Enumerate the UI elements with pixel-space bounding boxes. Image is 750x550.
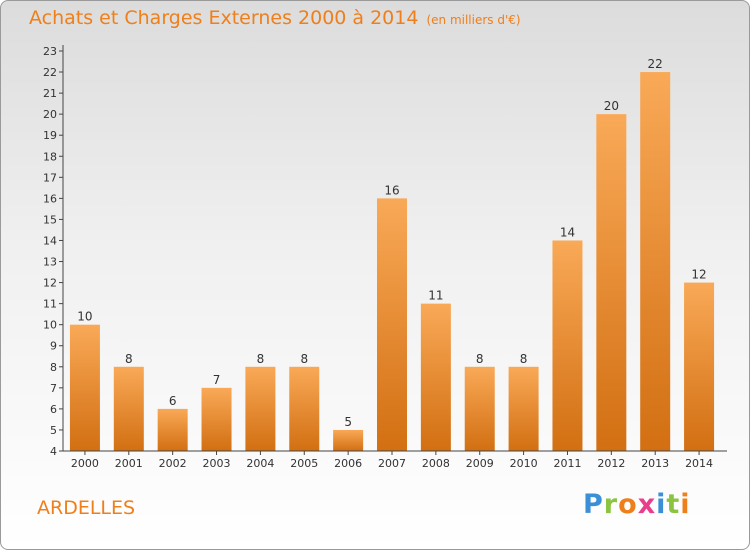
x-tick-label-2013: 2013 [641, 457, 669, 470]
logo-letter-5: t [666, 489, 681, 520]
y-tick-label: 14 [43, 234, 57, 247]
y-tick-label: 7 [50, 382, 57, 395]
value-label-2002: 6 [169, 394, 177, 408]
x-tick-label-2000: 2000 [71, 457, 99, 470]
logo-letter-0: P [583, 489, 604, 520]
y-tick-label: 9 [50, 340, 57, 353]
place-name: ARDELLES [37, 497, 136, 519]
x-tick-label-2010: 2010 [510, 457, 538, 470]
value-label-2014: 12 [691, 268, 706, 282]
y-axis: 4 5 6 7 8 9 10 11 12 13 14 15 16 17 18 19 20 21 22 23 [43, 45, 64, 458]
x-axis: 2000 2001 2002 2003 2004 2005 2006 2007 2008 2009… [63, 450, 727, 470]
value-label-2010: 8 [520, 352, 528, 366]
value-label-2006: 5 [344, 415, 352, 429]
x-tick-label-2007: 2007 [378, 457, 406, 470]
y-tick-label: 13 [43, 256, 57, 269]
y-tick-label: 23 [43, 45, 57, 58]
chart-title: Achats et Charges Externes 2000 à 2014 [29, 7, 419, 29]
bar-2008 [420, 303, 451, 451]
bar-2005 [289, 366, 320, 451]
x-tick-label-2009: 2009 [466, 457, 494, 470]
value-label-2000: 10 [77, 310, 92, 324]
x-tick-label-2001: 2001 [115, 457, 143, 470]
y-tick-label: 16 [43, 192, 57, 205]
bar-2013 [640, 72, 671, 451]
y-tick-label: 18 [43, 150, 57, 163]
bar-2012 [596, 114, 627, 451]
logo-letter-1: r [603, 489, 619, 520]
bar-2011 [552, 240, 583, 451]
x-tick-label-2004: 2004 [246, 457, 274, 470]
bar-2000 [69, 324, 100, 451]
logo-letter-4: i [656, 489, 667, 520]
y-tick-label: 4 [50, 445, 57, 458]
x-tick-label-2003: 2003 [203, 457, 231, 470]
logo-letter-6: i [680, 489, 691, 520]
y-tick-label: 15 [43, 213, 57, 226]
y-tick-label: 21 [43, 87, 57, 100]
x-tick-label-2002: 2002 [159, 457, 187, 470]
value-label-2003: 7 [213, 373, 221, 387]
bar-2003 [201, 387, 232, 451]
x-tick-label-2008: 2008 [422, 457, 450, 470]
bar-2009 [464, 366, 495, 451]
y-tick-label: 20 [43, 108, 57, 121]
y-tick-label: 11 [43, 298, 57, 311]
chart-subtitle: (en milliers d'€) [426, 13, 521, 27]
value-label-2012: 20 [604, 99, 619, 113]
proxiti-logo[interactable]: Proxiti [583, 489, 691, 520]
x-tick-label-2005: 2005 [290, 457, 318, 470]
bars-group: 10 8 6 7 8 8 5 16 11 8 8 14 20 22 12 [69, 57, 715, 451]
logo-letter-2: o [618, 489, 638, 520]
x-tick-label-2012: 2012 [597, 457, 625, 470]
x-tick-label-2006: 2006 [334, 457, 362, 470]
y-tick-label: 10 [43, 319, 57, 332]
bar-2014 [684, 282, 715, 451]
value-label-2004: 8 [257, 352, 265, 366]
value-label-2008: 11 [428, 289, 443, 303]
value-label-2001: 8 [125, 352, 133, 366]
x-tick-label-2011: 2011 [553, 457, 581, 470]
bar-2007 [377, 198, 407, 451]
bar-2010 [508, 366, 539, 451]
value-label-2011: 14 [560, 225, 575, 239]
y-tick-label: 8 [50, 361, 57, 374]
y-tick-label: 5 [50, 424, 57, 437]
y-tick-label: 12 [43, 277, 57, 290]
y-tick-label: 19 [43, 129, 57, 142]
logo-letter-3: x [637, 489, 657, 520]
bar-2004 [245, 366, 276, 451]
y-tick-label: 17 [43, 171, 57, 184]
value-label-2005: 8 [300, 352, 308, 366]
y-tick-label: 22 [43, 66, 57, 79]
bar-2001 [113, 366, 144, 451]
y-tick-label: 6 [50, 403, 57, 416]
bar-2002 [157, 408, 188, 451]
bar-2006 [333, 429, 364, 451]
value-label-2013: 22 [648, 57, 663, 71]
value-label-2009: 8 [476, 352, 484, 366]
x-tick-label-2014: 2014 [685, 457, 713, 470]
chart-title-line: Achats et Charges Externes 2000 à 2014 (e… [29, 7, 521, 29]
value-label-2007: 16 [384, 183, 399, 197]
